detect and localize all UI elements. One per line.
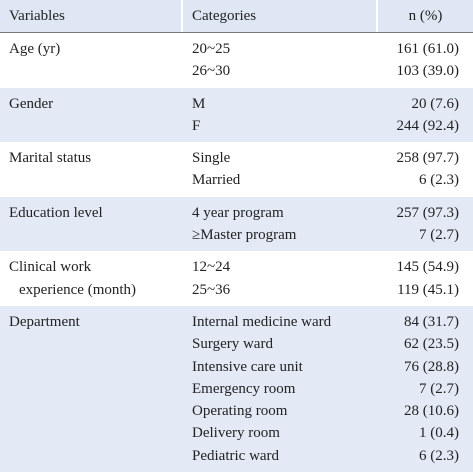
value-label: 6 (2.3) <box>419 172 459 189</box>
category-label: 12~24 <box>192 259 231 276</box>
variable-label: Clinical work <box>9 259 92 276</box>
row-group: Marital status Single Married 258 (97.7) 6 (… <box>0 142 473 197</box>
category-label: Delivery room <box>192 425 280 442</box>
value-label: 145 (54.9) <box>396 259 460 276</box>
category-cell: Internal medicine ward Surgery ward Intens… <box>183 311 378 467</box>
value-label: 103 (39.0) <box>396 63 460 80</box>
variable-label: Age (yr) <box>9 41 61 57</box>
category-label: 20~25 <box>192 41 231 57</box>
category-label: M <box>192 95 206 112</box>
value-label: 257 (97.3) <box>396 204 460 221</box>
header-cell: n (%) <box>408 8 443 24</box>
category-label: Intensive care unit <box>192 358 303 375</box>
category-cell: 20~25 26~30 <box>183 38 378 83</box>
category-label: Single <box>192 150 231 167</box>
category-label: 25~36 <box>192 281 231 298</box>
category-label: Pediatric ward <box>192 447 280 464</box>
variable-label: Education level <box>9 204 103 221</box>
variable-label: Gender <box>9 95 54 112</box>
value-cell: 257 (97.3) 7 (2.7) <box>378 202 473 247</box>
variable-cell: Education level <box>0 202 183 247</box>
value-label: 84 (31.7) <box>404 313 459 330</box>
value-cell: 145 (54.9) 119 (45.1) <box>378 256 473 301</box>
value-label: 20 (7.6) <box>411 95 460 112</box>
category-label: ≥Master program <box>192 227 297 244</box>
value-label: 6 (2.3) <box>419 447 459 464</box>
variable-cell: Department <box>0 311 183 467</box>
header-row: Variables Categories n (%) <box>0 0 473 33</box>
value-label: 62 (23.5) <box>404 336 459 353</box>
category-cell: 12~24 25~36 <box>183 256 378 301</box>
row-group: Gender M F 20 (7.6) 244 (92.4) <box>0 87 473 143</box>
value-label: 258 (97.7) <box>396 150 460 167</box>
variable-cell: Clinical work experience (month) <box>0 256 183 301</box>
row-group: Department Internal medicine ward Surgery … <box>0 305 473 472</box>
category-label: Internal medicine ward <box>192 313 332 330</box>
value-label: 244 (92.4) <box>396 117 460 134</box>
category-label: Operating room <box>192 403 288 420</box>
category-label: 4 year program <box>192 204 284 221</box>
category-cell: 4 year program ≥Master program <box>183 202 378 247</box>
row-group: Clinical work experience (month) 12~24 25~3… <box>0 251 473 306</box>
value-label: 119 (45.1) <box>397 281 459 298</box>
category-label: 26~30 <box>192 63 231 80</box>
row-group: Age (yr) 20~25 26~30 161 (61.0) 103 (39.0) <box>0 33 473 88</box>
row-group: Education level 4 year program ≥Master pro… <box>0 196 473 252</box>
value-label: 1 (0.4) <box>419 425 459 442</box>
variable-label: Department <box>9 313 80 330</box>
value-cell: 161 (61.0) 103 (39.0) <box>378 38 473 83</box>
value-label: 7 (2.7) <box>419 380 459 397</box>
value-label: 161 (61.0) <box>396 41 460 57</box>
variable-label: Marital status <box>9 150 92 167</box>
category-label: Surgery ward <box>192 336 273 353</box>
value-cell: 258 (97.7) 6 (2.3) <box>378 147 473 192</box>
category-label: F <box>192 117 201 134</box>
header-cell: Categories <box>183 0 378 32</box>
value-label: 7 (2.7) <box>419 227 459 244</box>
header-cell: Variables <box>0 0 183 32</box>
variable-label: experience (month) <box>19 281 137 298</box>
variable-cell: Gender <box>0 93 183 138</box>
category-cell: Single Married <box>183 147 378 192</box>
value-label: 76 (28.8) <box>404 358 459 375</box>
category-label: Married <box>192 172 241 189</box>
variable-cell: Marital status <box>0 147 183 192</box>
value-cell: 20 (7.6) 244 (92.4) <box>378 93 473 138</box>
category-label: Emergency room <box>192 380 296 397</box>
value-label: 28 (10.6) <box>404 403 459 420</box>
value-cell: 84 (31.7) 62 (23.5) 76 (28.8) 7 (2.7) 28 (10… <box>378 311 473 467</box>
variable-cell: Age (yr) <box>0 38 183 83</box>
